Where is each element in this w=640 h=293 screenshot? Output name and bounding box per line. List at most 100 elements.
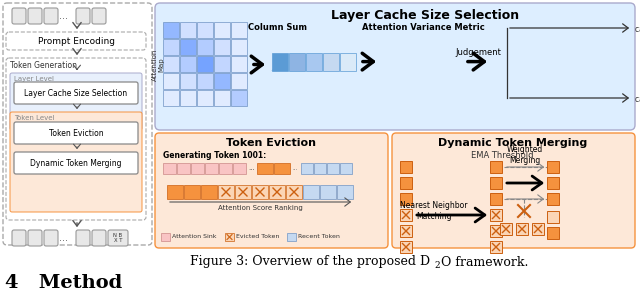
Bar <box>197 56 213 72</box>
FancyBboxPatch shape <box>108 230 128 246</box>
Bar <box>197 90 213 106</box>
Bar <box>167 185 183 199</box>
Text: ...: ... <box>292 166 297 171</box>
FancyBboxPatch shape <box>76 8 90 24</box>
Text: cache size $\mathbf{S}$: cache size $\mathbf{S}$ <box>634 23 640 33</box>
Text: 1 0: 1 0 <box>304 166 310 171</box>
FancyBboxPatch shape <box>92 230 106 246</box>
Bar <box>163 56 179 72</box>
Bar <box>490 225 502 237</box>
Bar <box>547 227 559 239</box>
Bar <box>286 185 302 199</box>
FancyBboxPatch shape <box>155 133 388 248</box>
Text: cache size $\mathbf{\alpha S}$: cache size $\mathbf{\alpha S}$ <box>634 93 640 103</box>
Text: Dynamic Token Merging: Dynamic Token Merging <box>438 138 588 148</box>
Bar <box>400 177 412 189</box>
Bar <box>340 53 356 71</box>
Text: 2: 2 <box>434 260 440 270</box>
FancyBboxPatch shape <box>44 230 58 246</box>
Bar <box>337 185 353 199</box>
FancyBboxPatch shape <box>10 112 142 212</box>
Bar <box>180 39 196 55</box>
Text: ...: ... <box>248 166 255 171</box>
Bar <box>163 163 176 174</box>
Bar <box>235 185 251 199</box>
Bar <box>547 161 559 173</box>
Text: N B
X T: N B X T <box>113 233 123 243</box>
Bar <box>306 53 322 71</box>
Bar <box>490 209 502 221</box>
Bar <box>191 163 204 174</box>
Bar <box>177 163 190 174</box>
Text: 0 0: 0 0 <box>330 166 336 171</box>
Bar <box>163 90 179 106</box>
Bar <box>287 233 296 241</box>
Text: Attention
Map: Attention Map <box>152 48 164 81</box>
Bar <box>233 163 246 174</box>
FancyBboxPatch shape <box>14 152 138 174</box>
FancyBboxPatch shape <box>392 133 635 248</box>
Text: Token Eviction: Token Eviction <box>49 129 103 137</box>
Bar <box>218 185 234 199</box>
Text: Recent Token: Recent Token <box>298 234 340 239</box>
Bar <box>400 225 412 237</box>
Text: Evicted Token: Evicted Token <box>236 234 280 239</box>
Bar <box>163 22 179 38</box>
Text: Layer Cache Size Selection: Layer Cache Size Selection <box>331 9 519 23</box>
FancyBboxPatch shape <box>10 73 142 130</box>
Bar <box>231 90 247 106</box>
Bar <box>500 223 512 235</box>
FancyBboxPatch shape <box>14 82 138 104</box>
Text: Column Sum: Column Sum <box>248 23 307 33</box>
FancyBboxPatch shape <box>3 3 152 245</box>
Text: ...: ... <box>60 233 68 243</box>
Text: Token Generation: Token Generation <box>10 62 77 71</box>
Bar <box>289 53 305 71</box>
FancyBboxPatch shape <box>44 8 58 24</box>
Text: 1: 1 <box>168 166 172 171</box>
Bar <box>547 177 559 189</box>
Bar <box>180 22 196 38</box>
Bar <box>269 185 285 199</box>
Bar <box>184 185 200 199</box>
Bar <box>301 163 313 174</box>
Bar <box>400 209 412 221</box>
Bar <box>201 185 217 199</box>
FancyBboxPatch shape <box>12 8 26 24</box>
Bar <box>205 163 218 174</box>
Bar <box>231 73 247 89</box>
Text: Dynamic Token Merging: Dynamic Token Merging <box>30 159 122 168</box>
Bar <box>340 163 352 174</box>
Text: 5: 5 <box>224 166 227 171</box>
Text: O framework.: O framework. <box>441 255 529 268</box>
Bar <box>272 53 288 71</box>
Text: 3: 3 <box>196 166 199 171</box>
Text: 6: 6 <box>237 166 241 171</box>
Text: Judgement: Judgement <box>455 47 501 57</box>
Text: Layer Level: Layer Level <box>14 76 54 82</box>
Text: Generating Token 1001:: Generating Token 1001: <box>163 151 266 159</box>
Text: Token Level: Token Level <box>14 115 54 121</box>
Bar <box>303 185 319 199</box>
Bar <box>547 211 559 223</box>
FancyBboxPatch shape <box>6 58 146 220</box>
Bar <box>197 73 213 89</box>
Text: Weighted
Merging: Weighted Merging <box>507 145 543 165</box>
Text: Prompt Encoding: Prompt Encoding <box>38 37 115 45</box>
Text: 4: 4 <box>210 166 213 171</box>
Bar <box>257 163 273 174</box>
Bar <box>490 241 502 253</box>
FancyBboxPatch shape <box>76 230 90 246</box>
Text: Figure 3: Overview of the proposed D: Figure 3: Overview of the proposed D <box>190 255 430 268</box>
Text: Token Eviction: Token Eviction <box>226 138 316 148</box>
Bar <box>274 163 290 174</box>
Bar <box>400 193 412 205</box>
Bar <box>532 223 544 235</box>
FancyBboxPatch shape <box>28 8 42 24</box>
Text: 0 1: 0 1 <box>343 166 349 171</box>
Bar <box>219 163 232 174</box>
Text: EMA Threshold: EMA Threshold <box>471 151 533 159</box>
Bar <box>231 22 247 38</box>
Bar <box>180 73 196 89</box>
Bar <box>490 177 502 189</box>
